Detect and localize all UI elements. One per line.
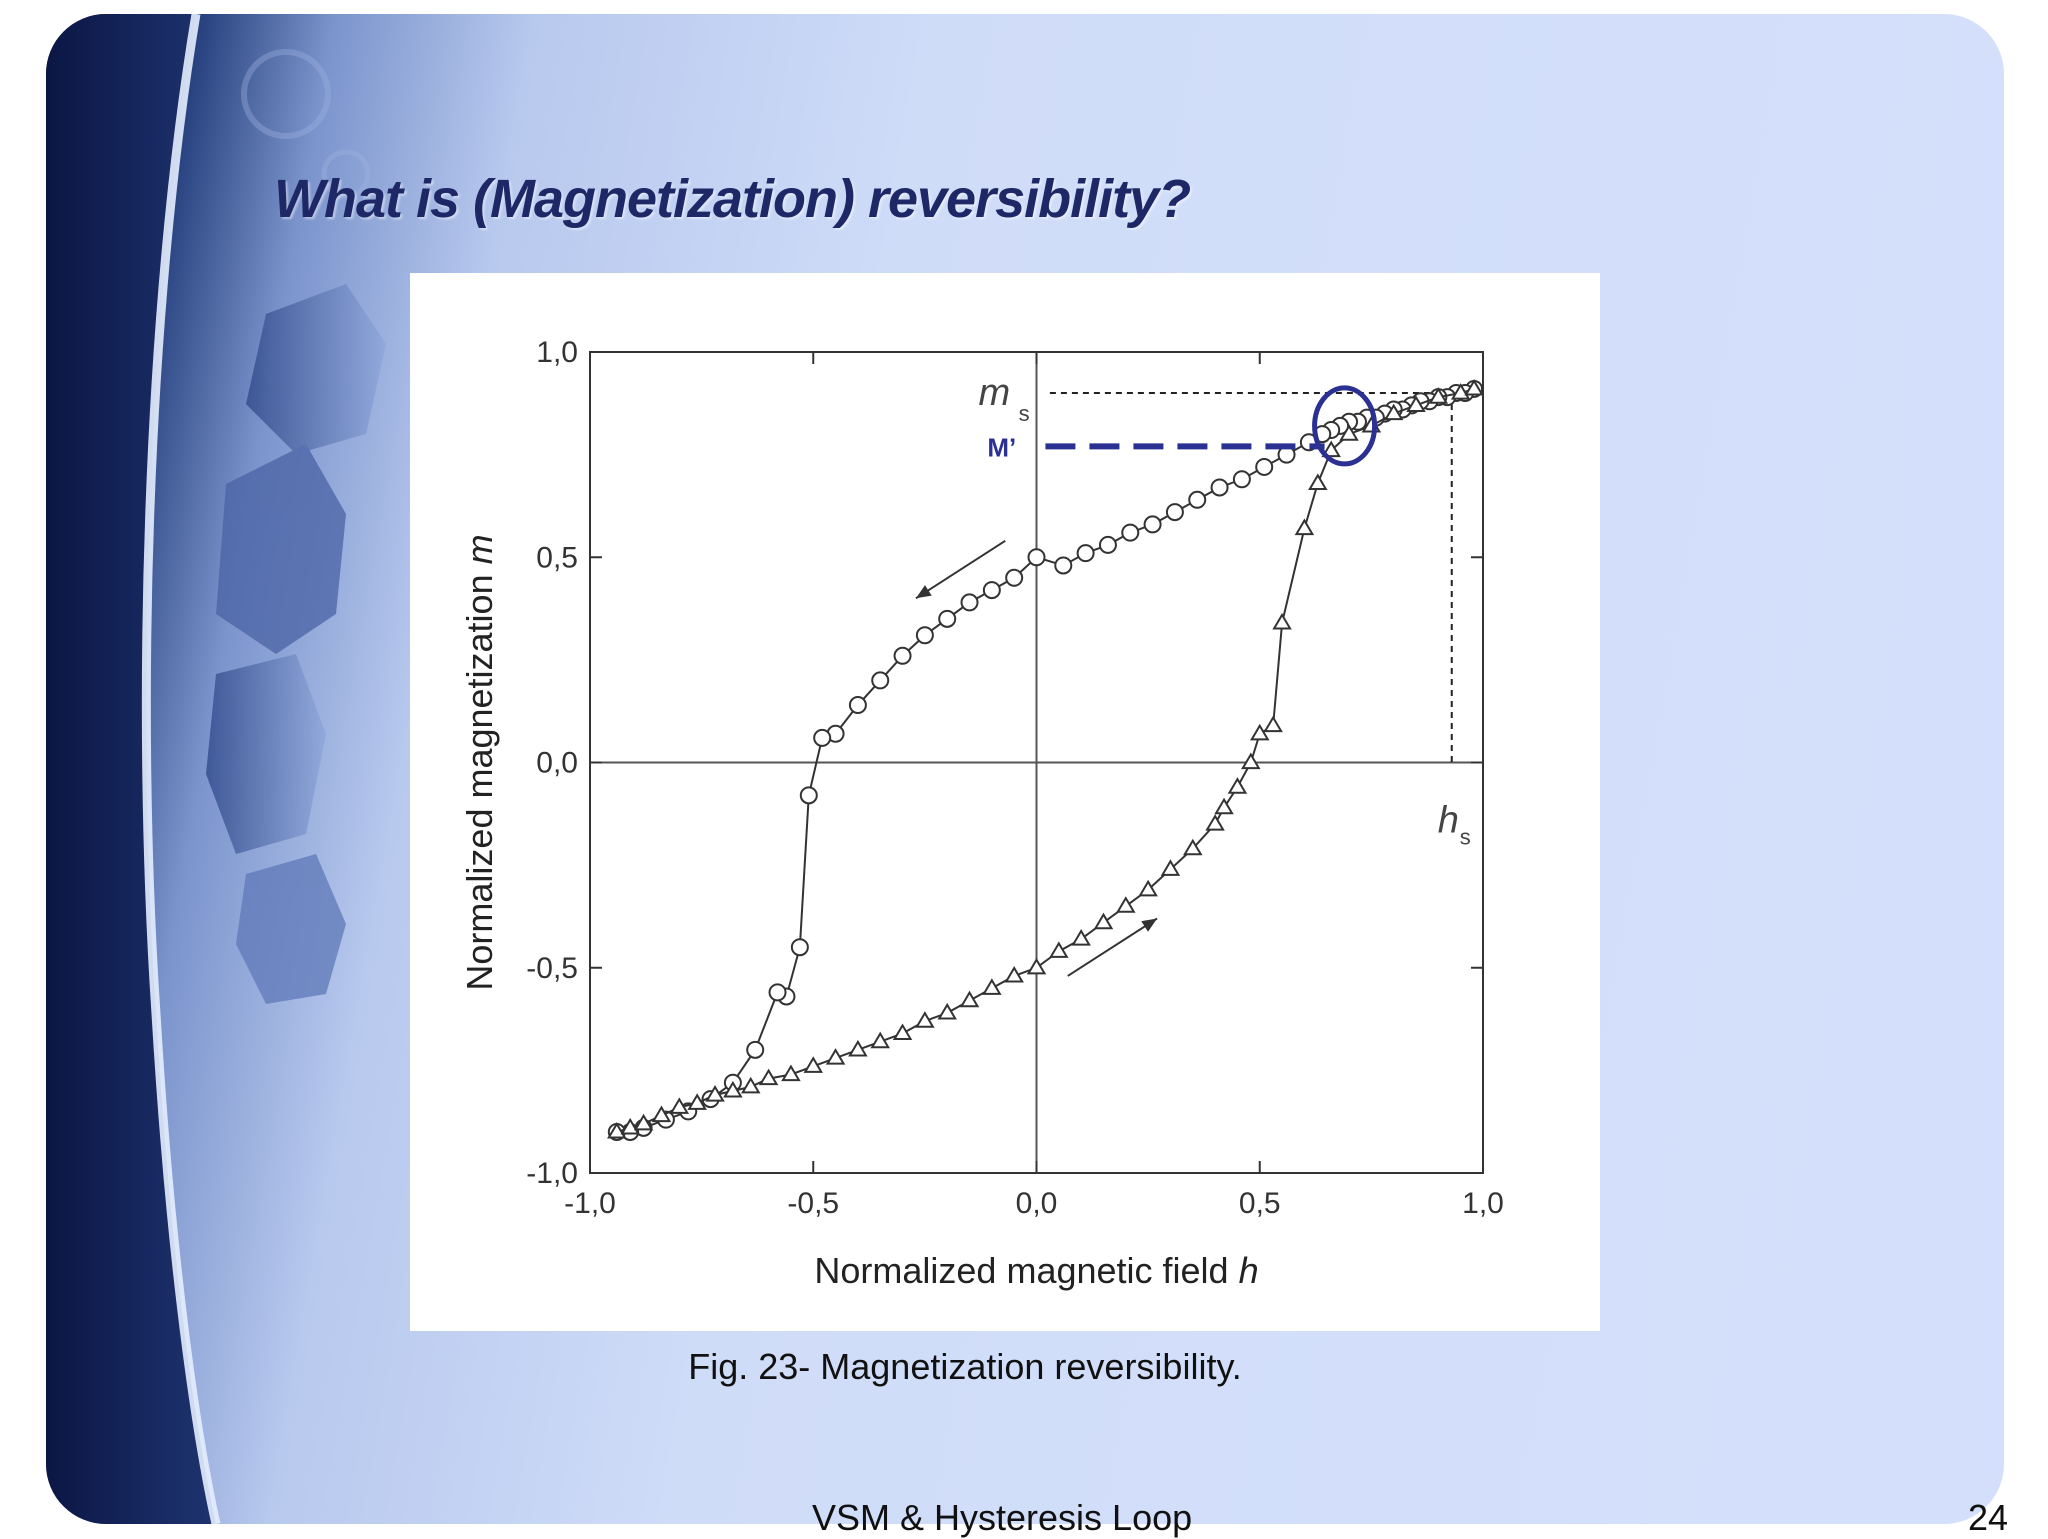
triangle-point	[915, 1011, 935, 1028]
figure-caption: Fig. 23- Magnetization reversibility.	[688, 1346, 1242, 1387]
circle-point	[960, 593, 979, 612]
page-number: 24	[1967, 1497, 2008, 1538]
triangle-point	[1004, 965, 1024, 983]
x-tick-label: 0,0	[1016, 1187, 1058, 1220]
circle-point	[848, 696, 867, 715]
triangle-point	[1214, 797, 1234, 815]
circle-point	[799, 786, 818, 805]
circle-point	[1188, 490, 1207, 509]
triangle-point	[1272, 612, 1292, 630]
footer-text: VSM & Hysteresis Loop	[812, 1497, 1193, 1538]
triangle-point	[669, 1097, 690, 1114]
triangle-point	[633, 1113, 654, 1131]
circle-point	[768, 983, 787, 1002]
hysteresis-chart: -1,0 -0,5 0,0 0,5 1,0 -1,0 -0,5 0,0 0,5 1,0 Normal…	[459, 336, 1504, 1291]
circle-point	[813, 728, 832, 747]
circle-point	[746, 1040, 765, 1059]
triangle-point	[1383, 403, 1404, 421]
x-tick-label: 1,0	[1462, 1187, 1504, 1220]
triangle-point	[1071, 929, 1091, 946]
y-tick-label: 0,0	[536, 747, 578, 780]
circle-point	[1054, 556, 1073, 575]
triangle-point	[1183, 838, 1203, 856]
y-tick-label: 0,5	[536, 541, 578, 574]
triangle-point	[1406, 395, 1426, 412]
circle-point	[1098, 535, 1117, 554]
circle-point	[1076, 544, 1095, 563]
triangle-point	[1250, 723, 1270, 741]
circle-point	[1027, 548, 1046, 567]
circle-point	[1210, 478, 1229, 497]
triangle-point	[1428, 387, 1449, 404]
circle-point	[1005, 568, 1024, 587]
triangle-point	[959, 990, 980, 1008]
circle-point	[1232, 470, 1251, 489]
reversibility-point-circle	[1312, 385, 1378, 467]
hs-subscript: s	[1460, 825, 1471, 850]
triangle-point	[1205, 814, 1225, 831]
ms-label: m	[978, 372, 1010, 414]
y-tick-label: -0,5	[526, 952, 578, 985]
triangle-point	[1339, 424, 1359, 441]
series-line	[616, 387, 1475, 1133]
triangle-point	[781, 1064, 801, 1082]
circle-point	[915, 626, 934, 645]
triangle-point	[937, 1002, 957, 1020]
triangle-point	[982, 978, 1002, 995]
arrow-head	[915, 585, 932, 599]
triangle-point	[758, 1068, 779, 1086]
series-line	[616, 388, 1475, 1133]
arrow-head	[1141, 918, 1158, 932]
triangle-point	[1138, 879, 1158, 897]
triangle-point	[1093, 912, 1114, 930]
triangle-point	[687, 1093, 707, 1110]
triangle-point	[705, 1085, 725, 1102]
triangle-point	[1263, 715, 1283, 733]
x-tick-label: -0,5	[787, 1187, 839, 1220]
triangle-point	[825, 1048, 846, 1065]
circle-point	[1121, 523, 1140, 542]
circle-point	[871, 671, 890, 690]
ms-subscript: s	[1019, 401, 1030, 426]
direction-arrow	[1067, 917, 1158, 977]
hs-label: h	[1438, 799, 1459, 841]
m-prime-label: M’	[987, 432, 1016, 462]
triangle-point	[1294, 518, 1315, 536]
y-axis-label: Normalized magnetization m	[459, 534, 500, 990]
y-tick-label: 1,0	[536, 336, 578, 369]
circle-point	[1143, 515, 1162, 534]
triangle-point	[892, 1023, 913, 1041]
circle-point	[1165, 503, 1184, 522]
triangle-point	[651, 1105, 672, 1123]
triangle-point	[1116, 896, 1136, 913]
triangle-point	[1160, 859, 1181, 876]
slide-title: What is (Magnetization) reversibility?	[274, 169, 1191, 229]
triangle-point	[848, 1039, 868, 1057]
triangle-point	[1464, 378, 1484, 396]
circle-point	[1255, 457, 1274, 476]
circle-point	[982, 581, 1001, 600]
x-axis-label: Normalized magnetic field h	[814, 1250, 1258, 1291]
triangle-point	[870, 1031, 890, 1049]
circle-point	[893, 646, 912, 665]
figure-box: -1,0 -0,5 0,0 0,5 1,0 -1,0 -0,5 0,0 0,5 1,0 Normal…	[410, 273, 1600, 1331]
x-tick-label: -1,0	[564, 1187, 616, 1220]
triangle-point	[740, 1076, 761, 1094]
circle-point	[790, 938, 809, 957]
background-gear-decoration	[46, 14, 386, 1524]
triangle-point	[1026, 957, 1047, 975]
triangle-point	[1308, 473, 1328, 490]
triangle-point	[723, 1080, 743, 1098]
y-tick-label: -1,0	[526, 1157, 578, 1190]
triangle-point	[1241, 752, 1261, 770]
circle-point	[938, 609, 957, 628]
triangle-point	[803, 1056, 823, 1073]
triangle-point	[1321, 440, 1341, 458]
direction-arrow	[915, 539, 1006, 600]
triangle-point	[1227, 777, 1248, 794]
x-tick-label: 0,5	[1239, 1187, 1281, 1220]
triangle-point	[1049, 941, 1069, 958]
